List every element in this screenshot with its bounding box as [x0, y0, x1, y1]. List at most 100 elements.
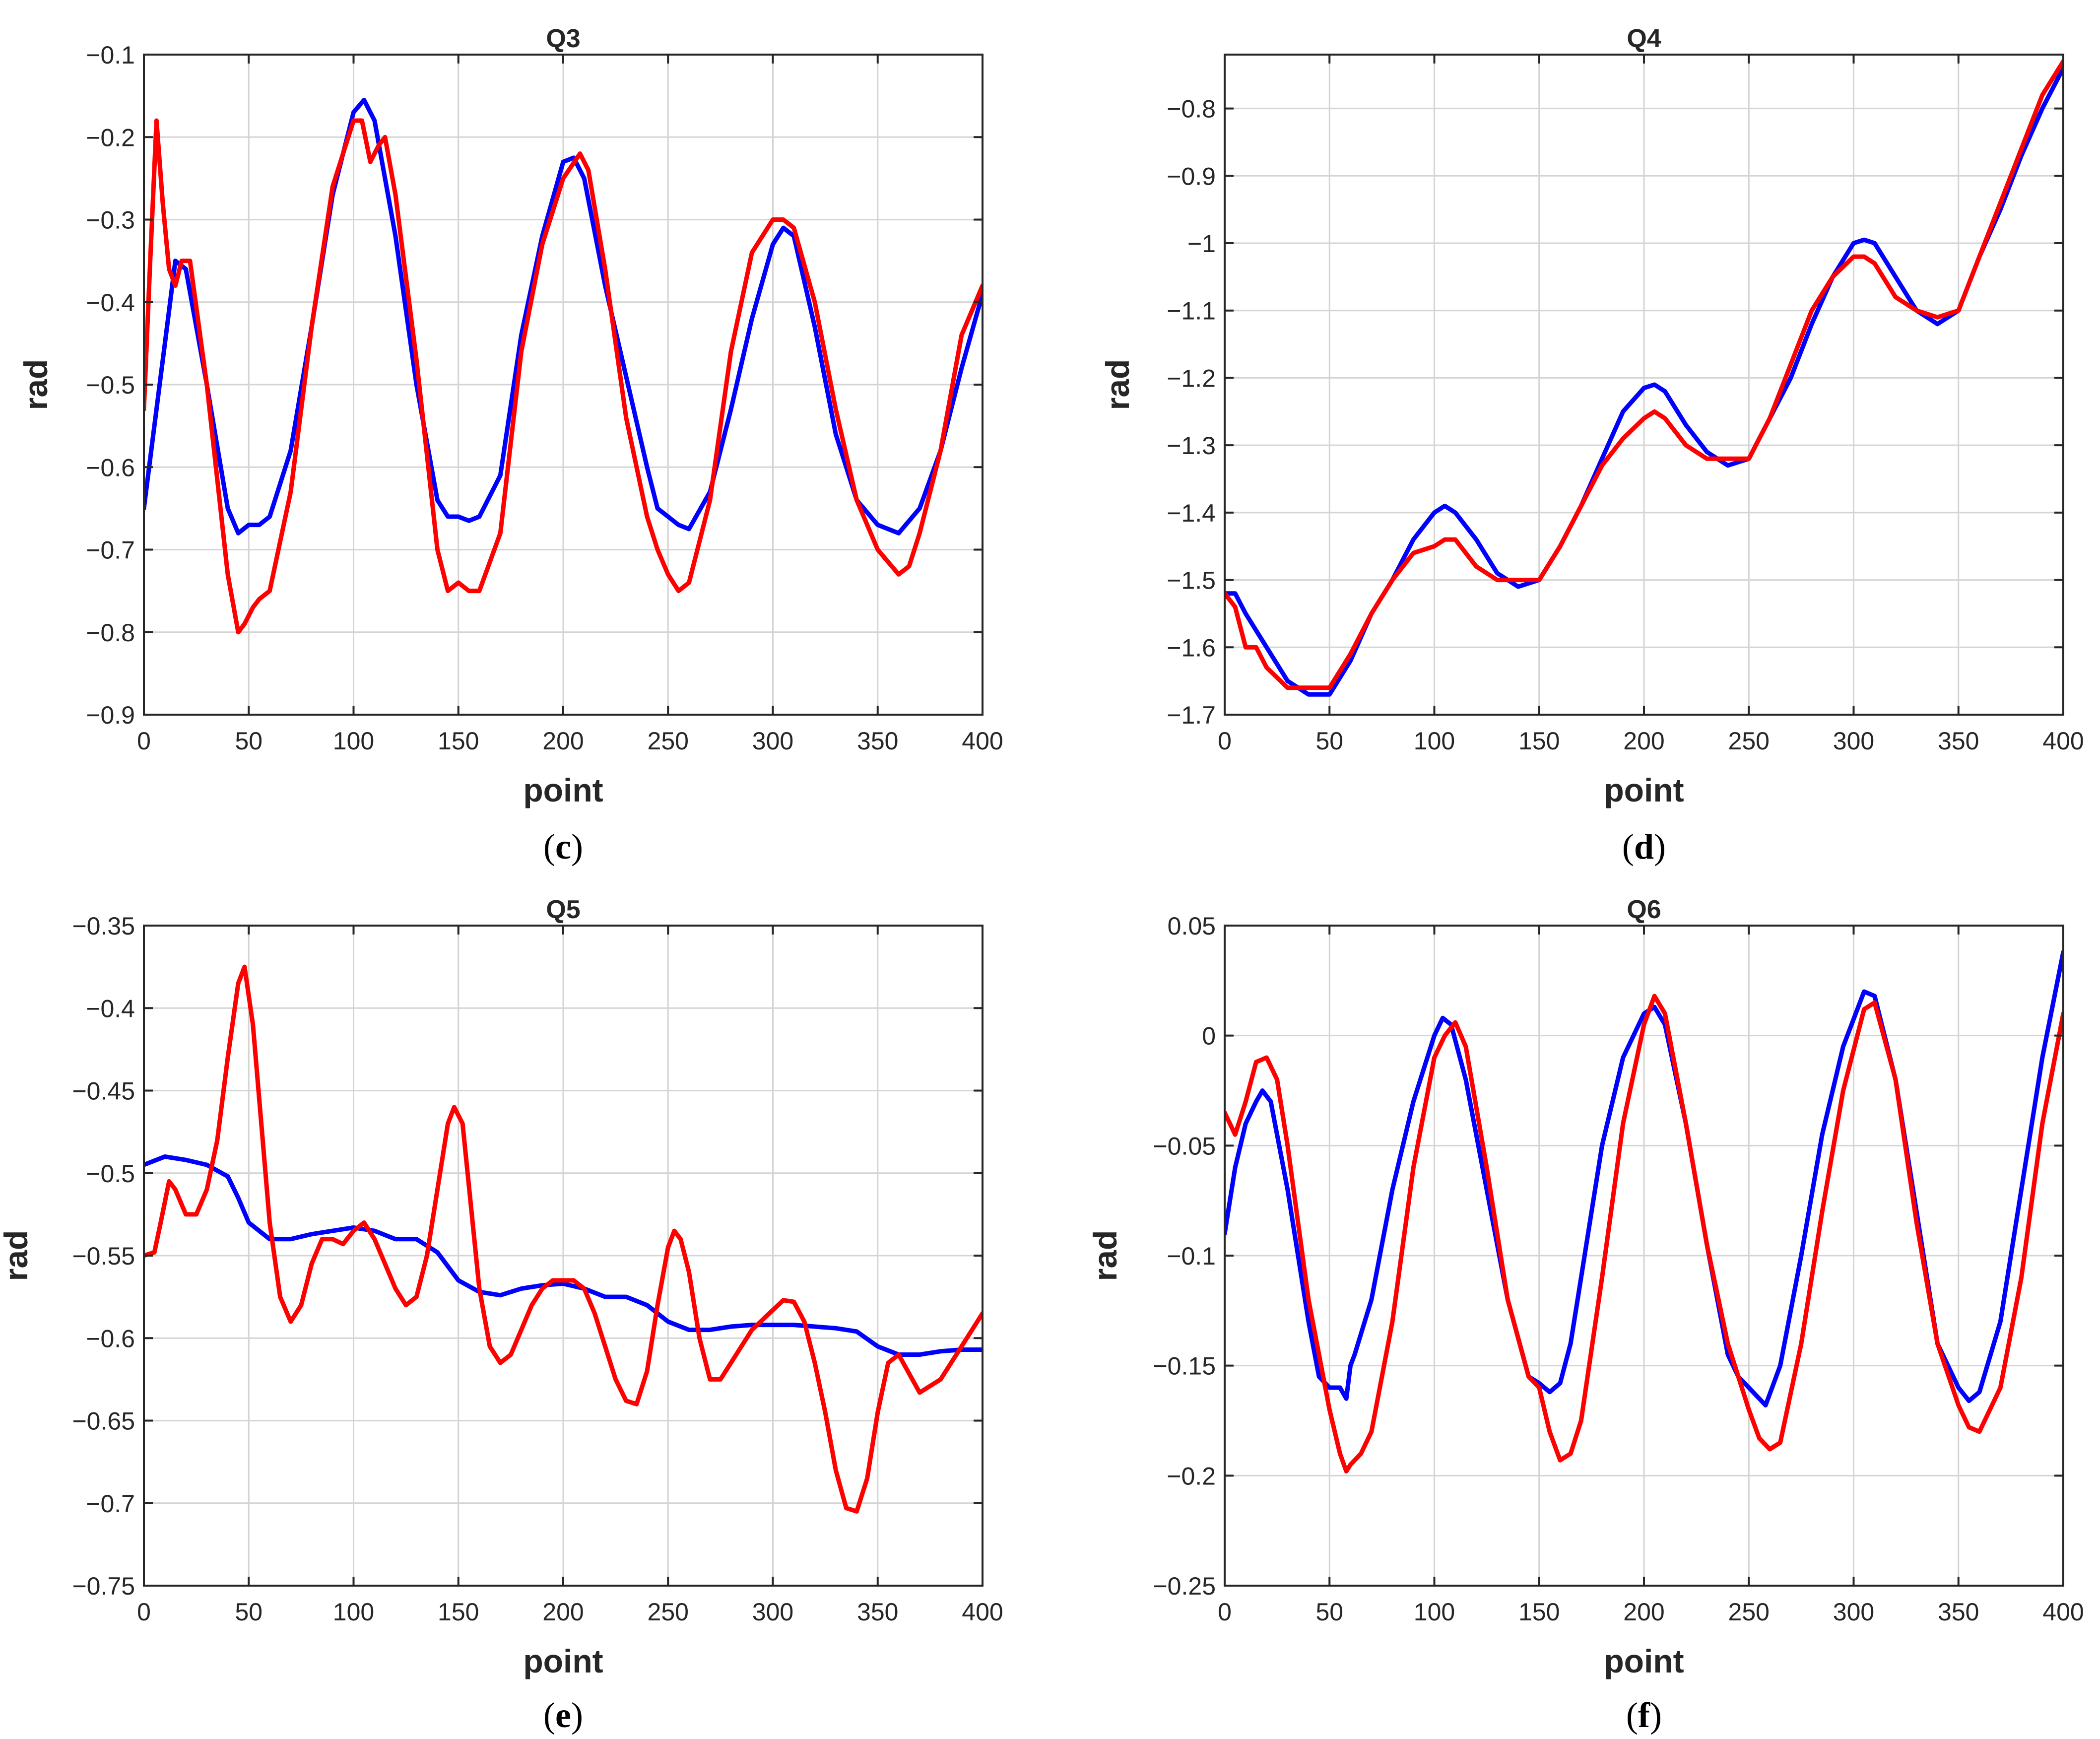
y-tick-label: −0.9	[86, 701, 135, 729]
panel-caption: (e)	[543, 1695, 583, 1735]
series-line-red	[1225, 994, 2063, 1473]
x-tick-label: 0	[137, 1598, 151, 1626]
x-tick-label: 0	[1218, 1598, 1232, 1626]
y-tick-label: −0.3	[86, 206, 135, 234]
y-tick-label: −0.8	[86, 619, 135, 647]
series-line-red	[144, 118, 983, 635]
y-tick-label: −0.6	[86, 454, 135, 481]
x-tick-label: 350	[1938, 727, 1979, 755]
x-tick-label: 300	[1833, 727, 1874, 755]
y-axis-label: rad	[1087, 1230, 1123, 1281]
caption-open: (	[1622, 827, 1634, 867]
y-tick-label: −0.8	[1167, 95, 1216, 123]
caption-close: )	[1654, 827, 1666, 867]
series-line-red	[144, 964, 983, 1514]
x-tick-label: 150	[1518, 1598, 1560, 1626]
x-tick-label: 200	[542, 727, 584, 755]
y-tick-label: −0.9	[1167, 162, 1216, 190]
x-tick-label: 100	[333, 727, 374, 755]
y-tick-label: 0.05	[1168, 912, 1216, 940]
y-tick-label: −0.05	[1153, 1132, 1216, 1160]
x-tick-label: 300	[1833, 1598, 1874, 1626]
y-tick-label: −0.15	[1153, 1352, 1216, 1380]
y-tick-label: −0.4	[86, 995, 135, 1022]
panel-caption: (c)	[543, 827, 583, 867]
x-tick-label: 50	[1315, 1598, 1343, 1626]
x-tick-label: 350	[857, 727, 898, 755]
x-axis-label: point	[1604, 772, 1684, 808]
y-tick-label: −0.75	[72, 1572, 135, 1600]
y-tick-label: −1.5	[1167, 567, 1216, 595]
x-tick-label: 50	[1315, 727, 1343, 755]
x-tick-label: 100	[1414, 1598, 1455, 1626]
panel-q5: 0 50 100 150 200 250 300 350 400 −0.75 −0.7 −0.65 −0…	[0, 895, 1003, 1735]
x-tick-label: 150	[438, 1598, 479, 1626]
y-tick-label: −0.55	[72, 1242, 135, 1270]
x-tick-label: 100	[333, 1598, 374, 1626]
x-tick-label: 250	[648, 727, 689, 755]
chart-title: Q5	[546, 895, 580, 924]
y-axis-label: rad	[17, 359, 54, 410]
y-tick-label: −1.4	[1167, 499, 1216, 527]
y-tick-label: −0.1	[1167, 1242, 1216, 1270]
x-tick-label: 400	[2042, 1598, 2084, 1626]
x-tick-label: 200	[542, 1598, 584, 1626]
y-tick-label: −1.6	[1167, 634, 1216, 662]
y-tick-label: −0.65	[72, 1407, 135, 1435]
caption-open: (	[543, 1695, 555, 1735]
chart-title: Q3	[546, 24, 580, 53]
chart-title: Q6	[1627, 895, 1661, 924]
x-tick-label: 200	[1623, 727, 1664, 755]
caption-close: )	[1650, 1695, 1662, 1735]
y-tick-label: −0.5	[86, 1160, 135, 1188]
y-tick-label: −0.4	[86, 289, 135, 317]
y-tick-label: −0.5	[86, 371, 135, 399]
y-tick-label: −0.45	[72, 1077, 135, 1105]
caption-letter: f	[1638, 1695, 1650, 1735]
x-tick-label: 50	[235, 727, 262, 755]
panel-q3: 0 50 100 150 200 250 300 350 400 −0.9 −0.8 −0.7 −0.6…	[17, 24, 1003, 867]
x-tick-label: 200	[1623, 1598, 1664, 1626]
y-tick-label: −0.7	[86, 1490, 135, 1518]
x-tick-label: 350	[1938, 1598, 1979, 1626]
y-tick-label: −1.2	[1167, 364, 1216, 392]
y-tick-label: −1.1	[1167, 297, 1216, 325]
x-tick-label: 50	[235, 1598, 262, 1626]
x-tick-label: 400	[962, 727, 1003, 755]
x-tick-label: 300	[752, 727, 793, 755]
x-tick-label: 100	[1414, 727, 1455, 755]
panel-caption: (f)	[1626, 1695, 1662, 1735]
y-tick-label: −1.3	[1167, 432, 1216, 460]
x-tick-label: 250	[1728, 1598, 1770, 1626]
x-axis-label: point	[523, 1643, 603, 1679]
caption-open: (	[543, 827, 555, 867]
y-axis-label: rad	[0, 1230, 34, 1281]
series-line-blue	[144, 97, 983, 535]
y-axis-label: rad	[1099, 359, 1136, 410]
panel-q4: 0 50 100 150 200 250 300 350 400 −1.7 −1.6 −1.5 −1.4…	[1099, 24, 2084, 867]
y-tick-label: 0	[1202, 1022, 1216, 1050]
y-tick-label: −0.25	[1153, 1572, 1216, 1600]
y-tick-label: −0.35	[72, 912, 135, 940]
caption-close: )	[571, 827, 583, 867]
x-axis-label: point	[1604, 1643, 1684, 1679]
x-tick-label: 150	[438, 727, 479, 755]
y-tick-label: −0.7	[86, 536, 135, 564]
y-tick-label: −1	[1187, 230, 1216, 258]
x-tick-label: 400	[962, 1598, 1003, 1626]
x-tick-label: 300	[752, 1598, 793, 1626]
caption-close: )	[571, 1695, 583, 1735]
y-tick-label: −0.6	[86, 1325, 135, 1352]
caption-letter: d	[1634, 827, 1654, 867]
series-line-blue	[144, 1154, 983, 1357]
y-tick-label: −1.7	[1167, 701, 1216, 729]
chart-title: Q4	[1627, 24, 1661, 53]
y-tick-label: −0.1	[86, 41, 135, 69]
x-tick-label: 350	[857, 1598, 898, 1626]
x-tick-label: 150	[1518, 727, 1560, 755]
caption-letter: c	[555, 827, 571, 867]
x-tick-label: 0	[137, 727, 151, 755]
caption-open: (	[1626, 1695, 1638, 1735]
caption-letter: e	[555, 1695, 571, 1735]
